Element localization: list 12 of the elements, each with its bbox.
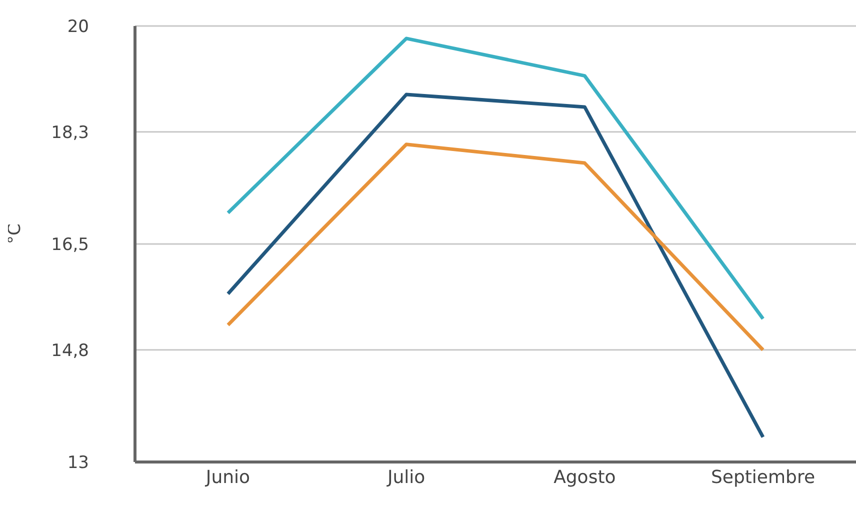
x-tick-label: Agosto bbox=[554, 466, 616, 488]
x-tick-label: Julio bbox=[386, 466, 426, 488]
line-series bbox=[226, 92, 765, 439]
y-tick-label: 14,8 bbox=[51, 340, 89, 361]
x-tick-label: Junio bbox=[204, 466, 250, 488]
line-series bbox=[226, 142, 765, 352]
y-tick-label: 13 bbox=[67, 453, 89, 474]
x-tick-label: Septiembre bbox=[710, 466, 816, 488]
y-tick-label: 18,3 bbox=[51, 122, 89, 143]
y-tick-label: 20 bbox=[67, 17, 89, 38]
y-tick-label: 16,5 bbox=[51, 235, 89, 256]
line-series bbox=[226, 36, 765, 320]
